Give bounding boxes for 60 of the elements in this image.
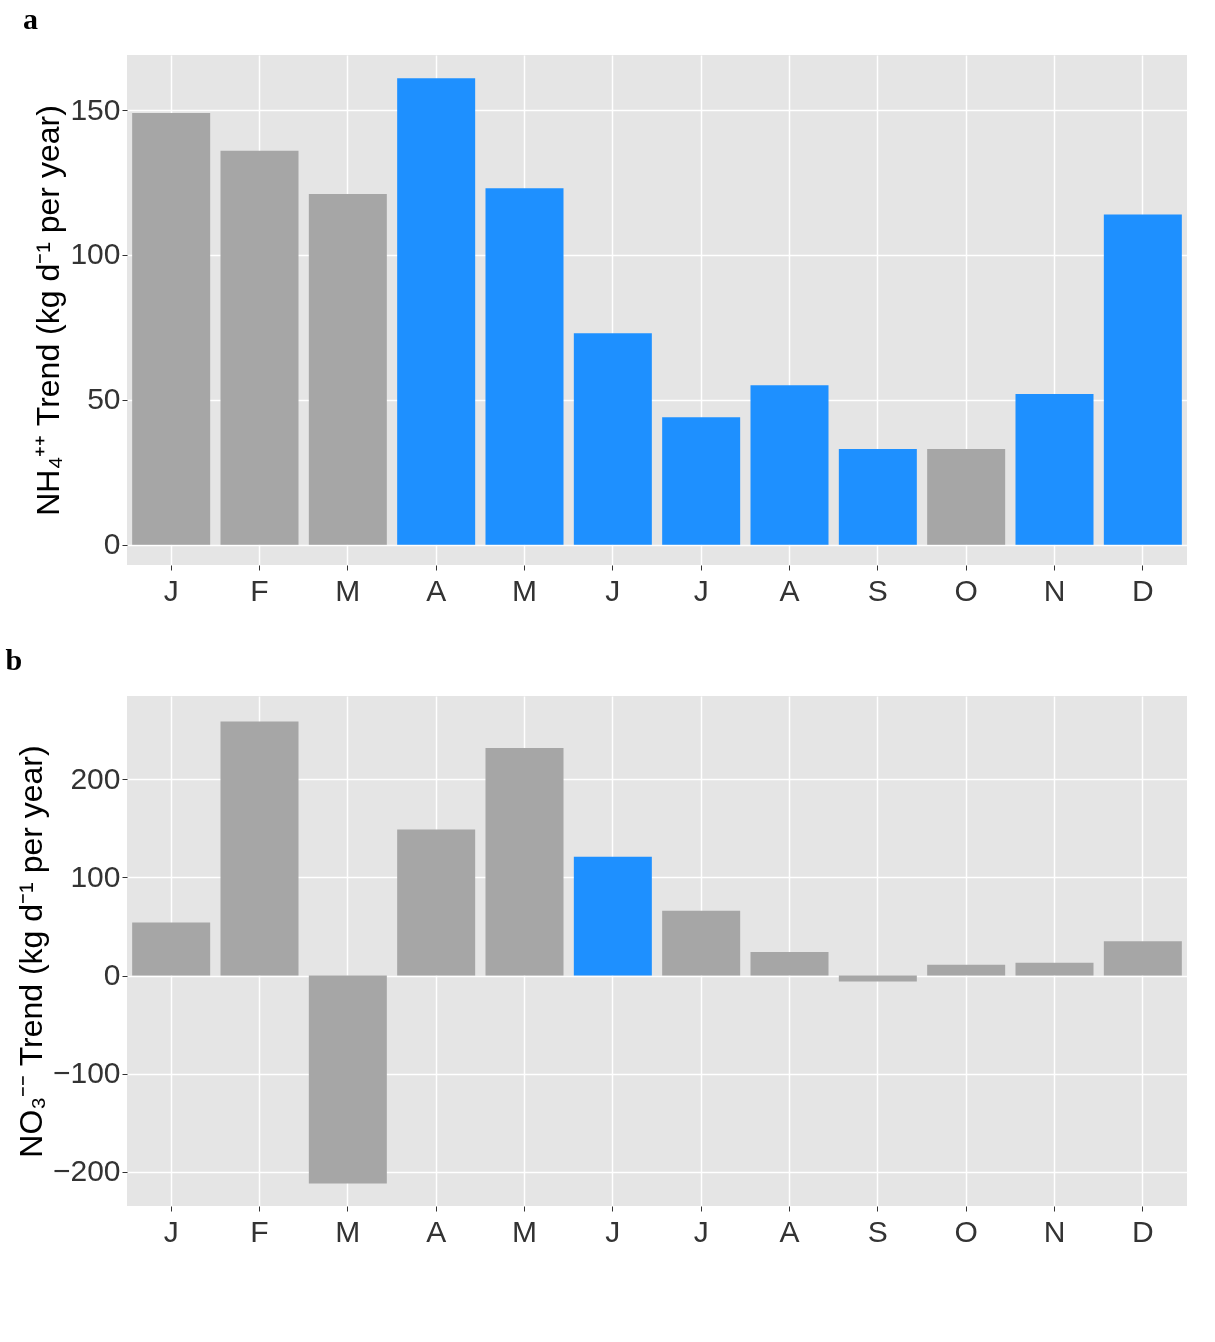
x-tick-label: J (693, 1214, 709, 1248)
bar (485, 747, 564, 976)
chart-title: b (5, 643, 23, 676)
x-tick-label: M (335, 573, 361, 607)
bar (927, 964, 1006, 976)
x-tick-label: N (1043, 573, 1066, 607)
x-tick-label: A (426, 1214, 447, 1248)
x-tick-label: O (954, 1214, 978, 1248)
bar (220, 721, 299, 976)
x-tick-label: S (867, 1214, 888, 1248)
bar (485, 188, 564, 545)
bar (750, 951, 829, 976)
y-axis-title: NO₃⁻⁻ Trend (kg d⁻¹ per year) (12, 745, 49, 1158)
bar (220, 150, 299, 545)
bar (573, 333, 652, 545)
bar (397, 829, 476, 976)
bar (397, 78, 476, 545)
bar (662, 910, 741, 976)
x-tick-label: S (867, 573, 888, 607)
y-tick-label: 0 (103, 527, 121, 561)
y-tick-label: −200 (52, 1154, 121, 1188)
y-tick-label: 150 (70, 92, 121, 126)
bar (1103, 214, 1182, 545)
x-tick-label: A (779, 1214, 800, 1248)
y-tick-label: 100 (70, 859, 121, 893)
bar (1103, 941, 1182, 976)
y-tick-label: 200 (70, 761, 121, 795)
x-tick-label: J (605, 1214, 621, 1248)
y-tick-label: 50 (87, 382, 121, 416)
y-tick-label: −100 (52, 1056, 121, 1090)
x-tick-label: D (1132, 573, 1154, 607)
chart-title: a (22, 2, 38, 35)
bar (1015, 962, 1094, 976)
bar (132, 922, 211, 976)
x-tick-label: O (954, 573, 978, 607)
x-tick-label: J (163, 1214, 179, 1248)
x-tick-label: F (250, 1214, 269, 1248)
bar (573, 856, 652, 976)
x-tick-label: M (512, 573, 537, 607)
x-tick-label: J (605, 573, 621, 607)
bar (662, 417, 741, 545)
bar (1015, 394, 1094, 545)
bar (927, 449, 1006, 545)
y-axis-title: NH₄⁺⁺ Trend (kg d⁻¹ per year) (30, 105, 67, 516)
bar (308, 975, 387, 1184)
y-tick-label: 0 (103, 958, 121, 992)
bar (308, 194, 387, 545)
x-tick-label: A (426, 573, 447, 607)
bar (132, 112, 211, 545)
y-tick-label: 100 (70, 237, 121, 271)
bar (750, 385, 829, 545)
x-tick-label: N (1043, 1214, 1066, 1248)
bar (838, 449, 917, 545)
x-tick-label: A (779, 573, 800, 607)
x-tick-label: M (512, 1214, 537, 1248)
x-tick-label: M (335, 1214, 361, 1248)
x-tick-label: F (250, 573, 269, 607)
x-tick-label: D (1132, 1214, 1154, 1248)
x-tick-label: J (693, 573, 709, 607)
x-tick-label: J (163, 573, 179, 607)
